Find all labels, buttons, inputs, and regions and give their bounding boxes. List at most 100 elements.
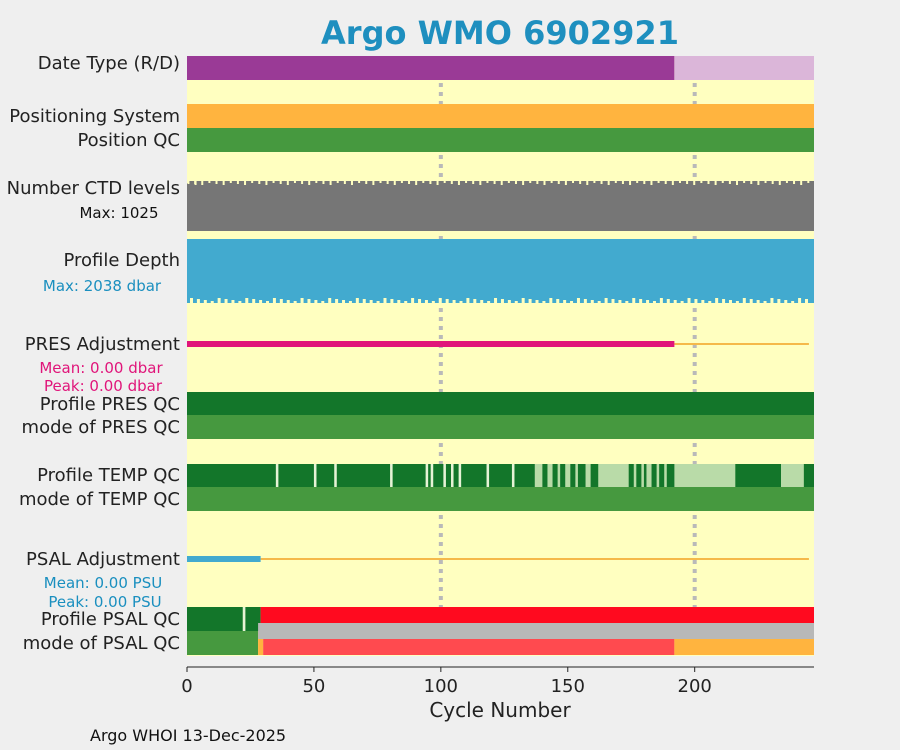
depth-speckle-35: [431, 301, 435, 303]
ctd-speckle-86: [800, 181, 803, 185]
ctd-speckle-17: [308, 181, 311, 185]
depth-speckle-6: [231, 300, 235, 303]
ctd-speckle-25: [365, 181, 368, 184]
depth-speckle-30: [397, 300, 401, 303]
row-labels: Date Type (R/D) Positioning System Positio…: [7, 53, 180, 654]
depth-speckle-77: [722, 299, 726, 303]
depth-speckle-60: [604, 298, 608, 303]
bar-profile-temp-qc-3: [557, 464, 561, 487]
depth-speckle-86: [784, 300, 788, 303]
depth-speckle-58: [590, 300, 594, 303]
depth-speckle-69: [666, 299, 670, 303]
depth-speckle-65: [639, 299, 643, 303]
ctd-speckle-20: [329, 181, 332, 185]
depth-speckle-13: [279, 299, 283, 303]
x-ticks: 0 50 100 150 200: [181, 667, 712, 697]
ctd-speckle-7: [236, 181, 239, 184]
ctd-speckle-14: [286, 181, 289, 185]
ctd-speckle-13: [279, 181, 282, 184]
ctd-speckle-51: [550, 181, 553, 183]
ctd-speckle-46: [514, 181, 517, 184]
bar-profile-depth-0: [187, 239, 814, 303]
bar-mode-of-temp-qc-0: [187, 487, 814, 511]
ctd-speckle-4: [215, 181, 218, 184]
ctd-speckle-77: [736, 181, 739, 185]
depth-speckle-1: [196, 299, 200, 303]
overlay-band-0: [258, 623, 815, 639]
ctd-speckle-30: [400, 181, 403, 183]
depth-speckle-67: [652, 301, 656, 303]
depth-speckle-8: [245, 298, 249, 303]
ctd-speckle-8: [244, 181, 247, 185]
depth-speckle-41: [473, 299, 477, 303]
depth-speckle-52: [549, 298, 553, 303]
bar-number-ctd-levels-0: [187, 181, 814, 231]
ctd-speckle-81: [764, 181, 767, 183]
depth-speckle-31: [404, 301, 408, 303]
row-label-profile-pres-qc: Profile PRES QC: [40, 394, 180, 415]
depth-speckle-23: [348, 301, 352, 303]
bar-profile-temp-qc-23: [458, 464, 462, 487]
ctd-speckle-42: [486, 181, 489, 183]
ctd-speckle-55: [579, 181, 582, 184]
ctd-speckle-24: [358, 181, 361, 183]
bar-profile-psal-qc-2: [245, 607, 261, 631]
bar-profile-temp-qc-8: [633, 464, 637, 487]
ctd-speckle-80: [757, 181, 760, 185]
ctd-speckle-65: [650, 181, 653, 185]
bar-profile-temp-qc-15: [275, 464, 279, 487]
depth-speckle-16: [300, 298, 304, 303]
depth-speckle-56: [576, 298, 580, 303]
row-label-position-qc: Position QC: [77, 130, 180, 151]
ctd-speckle-27: [379, 181, 382, 183]
ctd-speckle-84: [785, 181, 788, 183]
row-label-profile-depth: Profile Depth: [63, 250, 180, 271]
ctd-speckle-57: [593, 181, 596, 183]
ctd-speckle-83: [778, 181, 781, 185]
row-label-profile-psal-qc: Profile PSAL QC: [41, 609, 180, 630]
ctd-speckle-22: [343, 181, 346, 184]
bar-profile-temp-qc-25: [511, 464, 515, 487]
depth-speckle-78: [728, 300, 732, 303]
depth-speckle-9: [252, 299, 256, 303]
ctd-speckle-53: [564, 181, 567, 185]
depth-speckle-33: [418, 299, 422, 303]
bar-profile-temp-qc-19: [425, 464, 429, 487]
ctd-speckle-89: [194, 181, 197, 185]
depth-speckle-85: [777, 299, 781, 303]
ctd-speckle-64: [643, 181, 646, 184]
depth-speckle-43: [487, 301, 491, 303]
depth-speckle-42: [480, 300, 484, 303]
depth-speckle-76: [715, 298, 719, 303]
plot-area: [187, 56, 814, 656]
ctd-speckle-39: [465, 181, 468, 183]
ctd-speckle-45: [507, 181, 510, 183]
depth-speckle-36: [438, 298, 442, 303]
depth-speckle-89: [804, 299, 808, 303]
row-sublabel-psal-adjustment-0: Mean: 0.00 PSU: [44, 574, 162, 592]
depth-speckle-20: [328, 298, 332, 303]
depth-speckle-84: [770, 298, 774, 303]
depth-speckle-66: [646, 300, 650, 303]
row-label-psal-adjustment: PSAL Adjustment: [26, 549, 180, 570]
depth-speckle-83: [763, 301, 767, 303]
depth-speckle-0: [190, 298, 193, 303]
bar-profile-temp-qc-4: [565, 464, 571, 487]
depth-speckle-14: [286, 300, 290, 303]
ctd-speckle-71: [693, 181, 696, 185]
depth-speckle-39: [459, 301, 463, 303]
bar-position-qc-0: [187, 128, 814, 152]
x-tick-label-100: 100: [424, 676, 458, 697]
depth-speckle-73: [694, 299, 698, 303]
ctd-speckle-35: [436, 181, 439, 185]
bar-profile-temp-qc-13: [674, 464, 736, 487]
depth-speckle-59: [597, 301, 601, 303]
ctd-speckle-11: [265, 181, 268, 185]
grid-lines: [438, 56, 697, 656]
bar-profile-temp-qc-7: [598, 464, 629, 487]
row-label-mode-of-psal-qc: mode of PSAL QC: [23, 633, 180, 654]
x-axis-label: Cycle Number: [429, 698, 571, 722]
row-sublabel-pres-adjustment-0: Mean: 0.00 dbar: [39, 359, 163, 377]
depth-speckle-55: [570, 301, 574, 303]
depth-speckle-68: [659, 298, 663, 303]
